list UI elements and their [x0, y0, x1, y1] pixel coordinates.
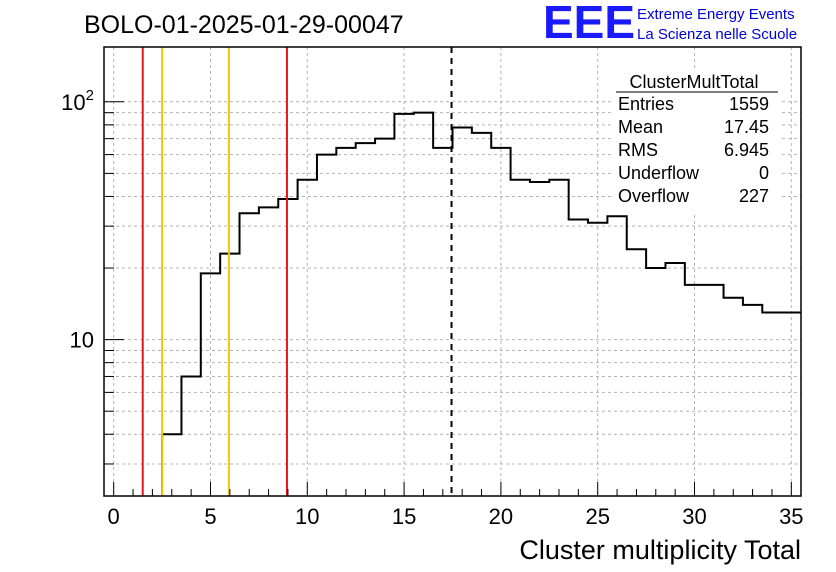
stats-value: 6.945	[724, 140, 769, 160]
stats-value: 17.45	[724, 117, 769, 137]
x-tick-label: 20	[489, 504, 513, 529]
stats-label: RMS	[618, 140, 658, 160]
histogram-bar	[627, 249, 646, 496]
histogram-bar	[472, 133, 491, 496]
histogram-bar	[259, 207, 278, 496]
histogram-bar	[375, 139, 394, 496]
stats-value: 1559	[729, 94, 769, 114]
histogram-bar	[665, 263, 684, 496]
x-tick-label: 30	[682, 504, 706, 529]
marker-lines	[141, 47, 453, 496]
stats-label: Underflow	[618, 163, 700, 183]
y-tick-label: 102	[61, 87, 94, 115]
histogram-bar	[646, 268, 665, 496]
logo-line-2: La Scienza nelle Scuole	[637, 26, 797, 43]
plot-frame	[103, 46, 802, 497]
histogram-bar	[607, 216, 626, 496]
logo-mark: EEE	[543, 0, 635, 48]
histogram-bar	[549, 180, 568, 496]
histogram-bar	[240, 213, 259, 496]
histogram-outline	[161, 111, 801, 496]
stats-label: Entries	[618, 94, 674, 114]
histogram-bar	[414, 113, 433, 496]
x-tick-label: 35	[779, 504, 803, 529]
histogram-bar	[743, 305, 762, 496]
histogram-bars	[161, 111, 801, 496]
y-tick-label: 10	[70, 328, 94, 353]
stats-name: ClusterMultTotal	[629, 72, 758, 92]
stats-value: 227	[739, 186, 769, 206]
x-tick-label: 10	[295, 504, 319, 529]
stats-label: Overflow	[618, 186, 690, 206]
histogram-bar	[724, 298, 743, 496]
histogram-bar	[453, 127, 472, 496]
histogram-bar	[433, 148, 452, 496]
axes: 0 5 10 15 20 25 30 35 10 102	[61, 46, 804, 529]
stats-value: 0	[759, 163, 769, 183]
logo-line-1: Extreme Energy Events	[637, 6, 795, 23]
x-tick-label: 15	[392, 504, 416, 529]
eee-logo: EEE Extreme Energy Events La Scienza nel…	[543, 0, 797, 48]
histogram-bar	[511, 180, 530, 496]
stats-label: Mean	[618, 117, 663, 137]
histogram-bar	[569, 219, 588, 496]
histogram-bar	[530, 182, 549, 496]
histogram-bar	[181, 376, 200, 496]
chart-title: BOLO-01-2025-01-29-00047	[84, 11, 404, 39]
histogram-bar	[704, 285, 723, 496]
histogram-bar	[317, 155, 336, 496]
x-tick-label: 0	[108, 504, 120, 529]
x-axis-title: Cluster multiplicity Total	[519, 535, 801, 565]
histogram-bar	[162, 434, 181, 496]
histogram-bar	[336, 148, 355, 496]
stats-background	[612, 70, 782, 215]
x-tick-label: 5	[204, 504, 216, 529]
x-tick-label: 25	[585, 504, 609, 529]
